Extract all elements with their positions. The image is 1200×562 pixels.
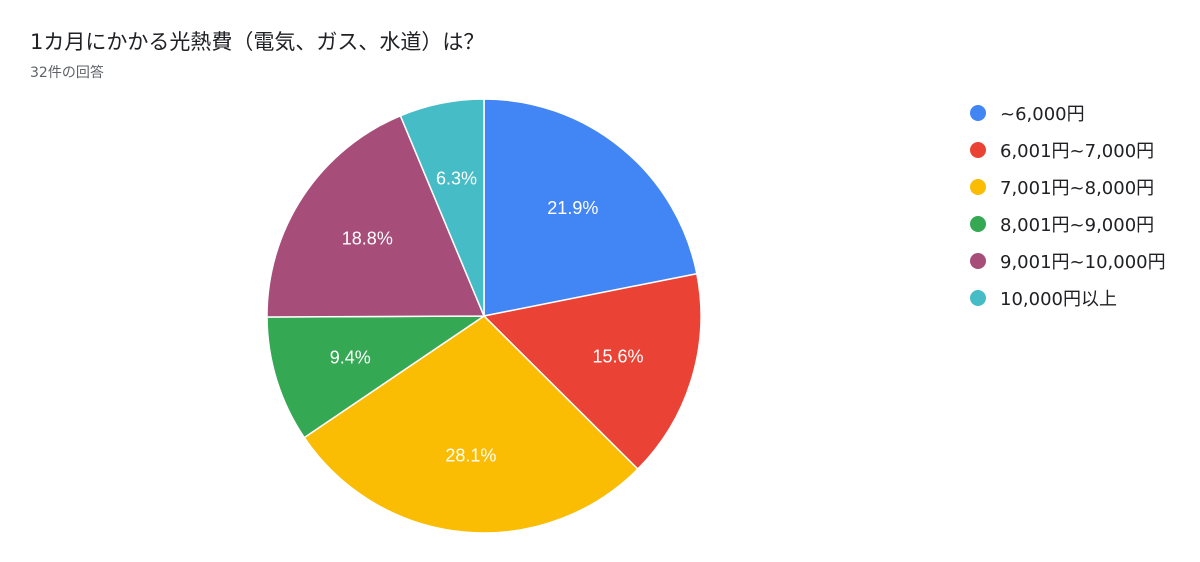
response-count: 32件の回答 <box>30 65 104 81</box>
slice-value-label: 6.3% <box>436 169 477 189</box>
pie-slice[interactable] <box>483 98 698 317</box>
legend-item[interactable]: 6,001円~7,000円 <box>970 131 1166 168</box>
slice-value-label: 9.4% <box>330 347 371 367</box>
legend-item[interactable]: 9,001円~10,000円 <box>970 242 1166 279</box>
legend-item[interactable]: 7,001円~8,000円 <box>970 168 1166 205</box>
legend: ~6,000円 6,001円~7,000円 7,001円~8,000円 8,00… <box>970 94 1166 316</box>
legend-swatch <box>970 289 986 306</box>
legend-swatch <box>970 178 986 195</box>
legend-swatch <box>970 215 986 232</box>
chart-title: 1カ月にかかる光熱費（電気、ガス、水道）は？ <box>30 30 485 54</box>
legend-label: 6,001円~7,000円 <box>1000 140 1155 162</box>
pie-slice[interactable] <box>482 272 702 471</box>
slice-value-label: 15.6% <box>592 346 643 366</box>
pie-slice[interactable] <box>303 315 639 534</box>
legend-swatch <box>970 104 986 121</box>
slice-value-label: 18.8% <box>342 229 393 249</box>
legend-label: 7,001円~8,000円 <box>1000 177 1155 199</box>
legend-swatch <box>970 141 986 158</box>
pie-slice[interactable] <box>399 98 485 317</box>
slice-value-label: 28.1% <box>445 445 496 465</box>
slice-value-label: 21.9% <box>547 198 598 218</box>
legend-item[interactable]: 8,001円~9,000円 <box>970 205 1166 242</box>
legend-label: 8,001円~9,000円 <box>1000 214 1155 236</box>
legend-label: ~6,000円 <box>1000 103 1085 125</box>
legend-label: 10,000円以上 <box>1000 288 1117 310</box>
legend-item[interactable]: 10,000円以上 <box>970 279 1166 316</box>
legend-item[interactable]: ~6,000円 <box>970 94 1166 131</box>
legend-label: 9,001円~10,000円 <box>1000 251 1166 273</box>
pie-slice[interactable] <box>266 114 486 318</box>
pie-slice[interactable] <box>266 315 487 439</box>
legend-swatch <box>970 252 986 269</box>
